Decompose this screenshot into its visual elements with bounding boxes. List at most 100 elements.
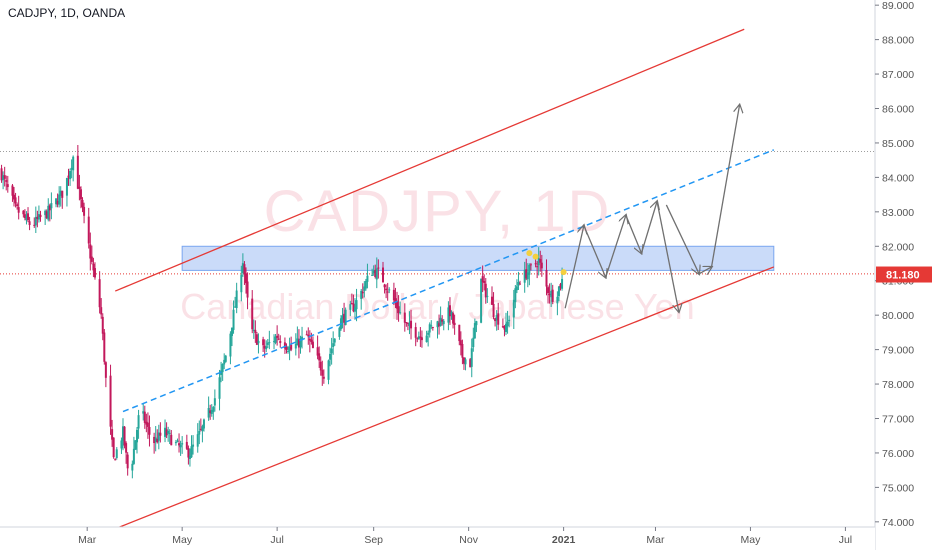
chart-title: CADJPY, 1D, OANDA <box>8 6 126 20</box>
candle-body <box>385 288 388 291</box>
candle-body <box>50 203 53 209</box>
projection-layer <box>564 105 740 312</box>
candle-body <box>0 168 3 181</box>
candle-body <box>33 224 36 226</box>
candle <box>430 320 433 330</box>
candle <box>148 415 151 447</box>
candle <box>420 330 423 348</box>
candle-body <box>235 290 238 309</box>
candle-body <box>254 329 257 333</box>
candle <box>321 360 324 386</box>
candle <box>192 435 195 455</box>
projection-arrow <box>625 215 642 253</box>
candle <box>501 318 504 329</box>
candle <box>296 326 299 346</box>
candle <box>254 320 257 343</box>
price-tick-label: 89.000 <box>882 0 914 12</box>
candle-body <box>392 289 395 301</box>
candle <box>132 436 135 465</box>
candle-body <box>176 440 179 442</box>
candle <box>333 338 336 346</box>
candle <box>114 458 117 461</box>
candle-body <box>55 198 58 205</box>
time-tick-label: May <box>172 534 193 546</box>
candle <box>92 257 95 278</box>
candle <box>431 326 434 331</box>
candle-body <box>414 327 417 338</box>
candle <box>13 186 16 207</box>
candle-body <box>512 299 515 318</box>
last-price-badge <box>876 266 932 283</box>
candle <box>25 211 28 225</box>
candle-body <box>83 206 86 216</box>
candle <box>232 300 235 334</box>
candle-body <box>332 343 335 347</box>
candle <box>121 418 124 451</box>
candle-body <box>25 215 28 221</box>
candle-body <box>70 167 73 170</box>
candle-body <box>213 398 216 406</box>
candle <box>137 409 140 439</box>
candle <box>547 285 550 304</box>
candle <box>81 197 84 213</box>
candle <box>136 427 139 454</box>
candle <box>279 335 282 348</box>
candle-body <box>210 409 213 415</box>
candle-body <box>350 303 353 305</box>
candle <box>288 337 291 361</box>
drawings-layer <box>114 28 775 530</box>
candle <box>318 346 321 368</box>
candle-body <box>405 322 408 324</box>
candle <box>79 186 82 209</box>
candle-body <box>257 340 260 344</box>
candle <box>514 284 517 309</box>
candle-body <box>352 303 355 312</box>
candle <box>495 310 498 331</box>
candle-body <box>148 427 151 435</box>
candle <box>556 291 559 316</box>
signal-marker <box>560 269 567 276</box>
candle <box>492 292 495 320</box>
price-tick-label: 84.000 <box>882 172 914 184</box>
candle-body <box>16 204 19 207</box>
candle <box>23 209 26 221</box>
candle <box>143 405 146 429</box>
candle <box>343 302 346 333</box>
candle <box>72 155 75 182</box>
candle-body <box>145 421 148 425</box>
candle-body <box>534 263 537 265</box>
candle <box>448 297 451 325</box>
candle-body <box>296 338 299 346</box>
candle <box>528 263 531 286</box>
candle-body <box>37 214 40 220</box>
projection-arrow <box>710 105 740 268</box>
candle-body <box>458 324 461 342</box>
candle-body <box>262 339 265 346</box>
candle <box>540 254 543 277</box>
candle <box>438 314 441 335</box>
candle-body <box>403 312 406 323</box>
candle <box>550 282 553 307</box>
candle-body <box>294 343 297 349</box>
candle-body <box>27 213 30 221</box>
candle <box>33 217 36 228</box>
candle-body <box>547 287 550 294</box>
candle-body <box>374 269 377 277</box>
time-axis: Mar May Jul Sep Nov 2021 Mar May Jul <box>0 526 875 550</box>
candle <box>65 177 68 207</box>
candle-body <box>452 313 455 324</box>
candle-body <box>322 376 325 379</box>
candle <box>414 322 417 347</box>
candle <box>539 250 542 272</box>
candle-body <box>459 340 462 346</box>
candle-body <box>120 440 123 449</box>
candle-body <box>268 342 271 344</box>
candle <box>417 331 420 340</box>
candle-body <box>285 346 288 350</box>
candle-body <box>114 459 117 461</box>
candle-body <box>406 322 409 324</box>
candle <box>115 447 118 460</box>
candle-body <box>556 296 559 304</box>
